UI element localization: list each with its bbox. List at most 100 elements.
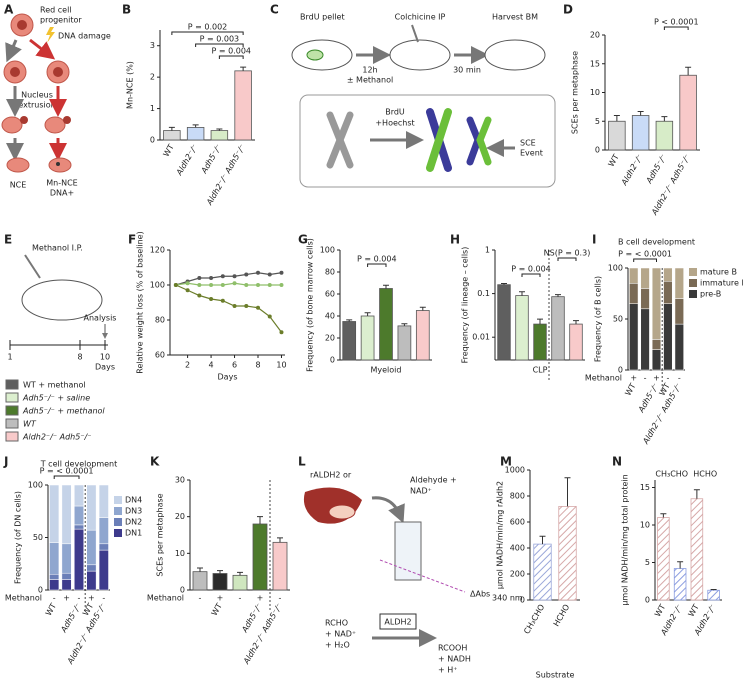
day-label: 10	[100, 353, 110, 362]
nucleus	[10, 67, 20, 77]
line	[175, 284, 282, 333]
panel-a: A Red cell progenitor DNA damage Nucleus…	[1, 3, 111, 198]
error-bar	[537, 318, 543, 325]
panel-label: K	[150, 455, 160, 469]
chart-title: T cell development	[40, 460, 118, 469]
methanol-sign: +	[63, 594, 70, 603]
bar	[679, 74, 697, 151]
sce-box	[299, 94, 556, 188]
error-bar	[277, 537, 283, 543]
panel-e: E Methanol I.P. 1 8 10 Days Analysis WT …	[4, 233, 116, 442]
bar-segment	[98, 549, 109, 591]
bar	[252, 523, 268, 591]
y-axis-label: Frequency (of bone marrow cells)	[306, 238, 315, 372]
x-tick-label: WT	[653, 603, 667, 619]
error-bar	[637, 110, 644, 116]
annotation: P = 0.004	[211, 47, 251, 56]
bar	[210, 130, 229, 141]
point	[279, 330, 284, 335]
error-bar	[192, 124, 199, 128]
x-tick-label: Aldh2⁻/⁻	[174, 143, 199, 178]
methanol-sign: -	[53, 594, 56, 603]
y-tick-label: 0	[180, 586, 185, 595]
bar-segment	[651, 267, 662, 340]
mn-nce-cell	[48, 157, 72, 173]
bar-segment	[86, 529, 97, 566]
panel-label: D	[563, 3, 573, 17]
arrow	[371, 496, 405, 524]
bar-segment	[49, 484, 60, 543]
x-tick-label: WT	[687, 603, 701, 619]
bar	[569, 323, 583, 361]
bar-segment	[640, 267, 650, 289]
point	[232, 281, 237, 286]
point	[244, 304, 249, 308]
bar	[558, 505, 577, 601]
y-tick-label: 60	[325, 290, 335, 299]
bar-segment	[674, 267, 684, 299]
y-tick-label: 0.01	[472, 333, 490, 342]
damage-icon	[46, 27, 55, 43]
panel-label: H	[450, 233, 460, 247]
legend-swatch	[5, 392, 19, 403]
sce-label: Event	[520, 149, 543, 158]
error-bar	[240, 66, 247, 71]
x-tick-label: Aldh2⁻/⁻	[619, 153, 644, 188]
x-tick-label: Adh5⁻/⁻	[636, 382, 660, 415]
y-tick-label: 120	[150, 246, 165, 255]
bracket	[218, 55, 244, 59]
y-tick-label: 80	[325, 268, 335, 277]
point	[267, 314, 272, 319]
methanol-sign: -	[279, 594, 282, 603]
bar	[379, 288, 393, 361]
x-tick-label: Adh5⁻/⁻	[199, 143, 223, 176]
error-bar	[693, 489, 700, 499]
annotation: P = 0.002	[188, 23, 228, 32]
bar	[272, 541, 288, 591]
point	[197, 283, 202, 287]
bar-segment	[49, 542, 60, 575]
bar-segment	[86, 570, 97, 591]
bar-segment	[61, 579, 72, 591]
y-tick-label: 100	[608, 264, 623, 273]
error-bar	[419, 306, 426, 311]
y-tick-label: 0	[618, 366, 623, 375]
panel-label: N	[612, 455, 622, 469]
abs-sub: 340 nm	[492, 594, 523, 603]
bar-segment	[74, 528, 84, 591]
y-tick-label: 10	[640, 521, 650, 530]
point	[209, 297, 214, 301]
methanol-label: Methanol	[585, 374, 622, 383]
harvest-label: Harvest BM	[492, 13, 538, 22]
error-bar	[661, 116, 668, 122]
bar-segment	[674, 323, 684, 371]
y-tick-label: 100	[150, 281, 165, 290]
bracket	[633, 258, 657, 262]
y-tick-label: 80	[155, 316, 165, 325]
error-bar	[168, 126, 175, 131]
legend-swatch	[5, 379, 19, 390]
bar-segment	[86, 564, 97, 572]
bracket	[171, 31, 244, 35]
time-label: 12h	[362, 66, 377, 75]
legend-label: immature B	[700, 279, 743, 288]
legend-swatch	[114, 496, 122, 504]
bracket	[557, 257, 577, 261]
arrow	[5, 39, 22, 63]
annotation: P = 0.004	[511, 265, 551, 274]
bar-segment	[49, 574, 60, 580]
bar	[515, 295, 529, 361]
nce-label: NCE	[10, 181, 27, 190]
point	[279, 270, 284, 275]
y-tick-label: 200	[510, 570, 525, 579]
bar-segment	[61, 484, 72, 545]
y-tick-label: 50	[33, 533, 43, 542]
methanol-sign: -	[239, 594, 242, 603]
point	[232, 304, 237, 308]
y-tick-label: 800	[510, 492, 525, 501]
bar	[234, 70, 252, 141]
methanol-sign: -	[78, 594, 81, 603]
bar-segment	[74, 524, 84, 530]
methanol-sign: -	[644, 374, 647, 383]
y-tick-label: 0	[330, 356, 335, 365]
